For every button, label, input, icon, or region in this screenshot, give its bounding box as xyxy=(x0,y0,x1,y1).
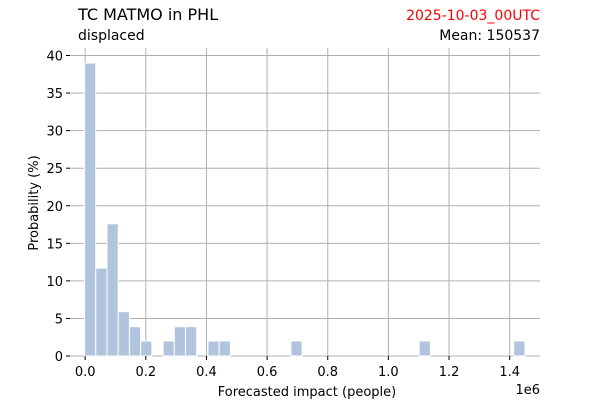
y-tick-label: 20 xyxy=(46,200,63,215)
histogram-bar xyxy=(173,326,187,357)
histogram-bar xyxy=(95,267,108,357)
histogram-bar xyxy=(207,340,220,357)
y-tick-label: 0 xyxy=(55,350,63,365)
grid-lines xyxy=(70,48,540,357)
y-tick-label: 40 xyxy=(46,50,63,65)
histogram-bar xyxy=(140,340,153,357)
mean-value: Mean: 150537 xyxy=(439,28,540,44)
x-tick-label: 0.2 xyxy=(135,365,156,380)
histogram-bar xyxy=(418,340,431,357)
y-tick-label: 5 xyxy=(55,312,63,327)
bars xyxy=(84,62,526,357)
histogram-bar xyxy=(290,340,303,357)
y-tick-label: 15 xyxy=(46,237,63,252)
y-axis-ticks: 0 5 10 15 20 25 30 35 40 xyxy=(46,50,70,365)
x-tick-label: 1.0 xyxy=(378,365,399,380)
y-tick-label: 25 xyxy=(46,162,63,177)
y-axis-label: Probability (%) xyxy=(27,155,42,250)
y-tick-label: 10 xyxy=(46,275,63,290)
x-axis-label: Forecasted impact (people) xyxy=(218,385,396,400)
histogram-bar xyxy=(128,326,142,357)
x-axis-multiplier: 1e6 xyxy=(515,383,540,398)
histogram-bar xyxy=(106,223,119,357)
chart-subtitle: displaced xyxy=(78,28,145,44)
y-tick-label: 35 xyxy=(46,87,63,102)
histogram-bar xyxy=(185,326,198,357)
x-tick-label: 0.0 xyxy=(75,365,96,380)
histogram-bar xyxy=(117,311,130,357)
chart-title: TC MATMO in PHL xyxy=(77,5,218,24)
x-tick-label: 0.4 xyxy=(196,365,217,380)
histogram-bar xyxy=(162,340,175,357)
x-tick-label: 0.8 xyxy=(317,365,338,380)
histogram-bar xyxy=(513,340,526,357)
x-tick-label: 1.2 xyxy=(439,365,460,380)
x-tick-label: 0.6 xyxy=(257,365,278,380)
x-tick-label: 1.4 xyxy=(499,365,520,380)
histogram-bar xyxy=(218,340,231,357)
histogram-bar xyxy=(84,62,97,357)
x-axis-ticks: 0.0 0.2 0.4 0.6 0.8 1.0 1.2 1.4 xyxy=(75,356,520,380)
y-tick-label: 30 xyxy=(46,125,63,140)
forecast-date: 2025-10-03_00UTC xyxy=(406,8,540,24)
